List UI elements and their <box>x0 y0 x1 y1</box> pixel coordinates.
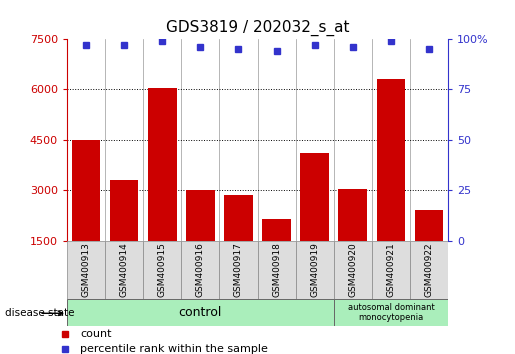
FancyBboxPatch shape <box>67 299 334 326</box>
Bar <box>262 219 291 241</box>
Text: autosomal dominant
monocytopenia: autosomal dominant monocytopenia <box>348 303 434 322</box>
Text: GSM400916: GSM400916 <box>196 242 205 297</box>
Bar <box>224 195 253 241</box>
FancyBboxPatch shape <box>105 241 143 299</box>
FancyBboxPatch shape <box>372 241 410 299</box>
FancyBboxPatch shape <box>258 241 296 299</box>
FancyBboxPatch shape <box>334 241 372 299</box>
Text: GSM400915: GSM400915 <box>158 242 167 297</box>
Bar <box>72 140 100 241</box>
Bar <box>300 153 329 241</box>
FancyBboxPatch shape <box>143 241 181 299</box>
FancyBboxPatch shape <box>67 241 105 299</box>
Text: disease state: disease state <box>5 308 75 318</box>
Text: percentile rank within the sample: percentile rank within the sample <box>80 344 268 354</box>
Bar <box>338 189 367 241</box>
FancyBboxPatch shape <box>219 241 258 299</box>
FancyBboxPatch shape <box>296 241 334 299</box>
Text: GSM400918: GSM400918 <box>272 242 281 297</box>
Bar <box>110 180 139 241</box>
Bar <box>148 88 177 241</box>
FancyBboxPatch shape <box>410 241 448 299</box>
FancyBboxPatch shape <box>181 241 219 299</box>
Text: GSM400917: GSM400917 <box>234 242 243 297</box>
Bar <box>186 190 215 241</box>
Text: count: count <box>80 329 111 339</box>
Text: GSM400919: GSM400919 <box>310 242 319 297</box>
Text: control: control <box>179 306 222 319</box>
Text: GSM400913: GSM400913 <box>81 242 91 297</box>
Text: GSM400922: GSM400922 <box>424 242 434 297</box>
Title: GDS3819 / 202032_s_at: GDS3819 / 202032_s_at <box>166 20 349 36</box>
Text: GSM400920: GSM400920 <box>348 242 357 297</box>
Text: GSM400914: GSM400914 <box>119 242 129 297</box>
Bar <box>376 79 405 241</box>
FancyBboxPatch shape <box>334 299 448 326</box>
Text: GSM400921: GSM400921 <box>386 242 396 297</box>
Bar <box>415 210 443 241</box>
